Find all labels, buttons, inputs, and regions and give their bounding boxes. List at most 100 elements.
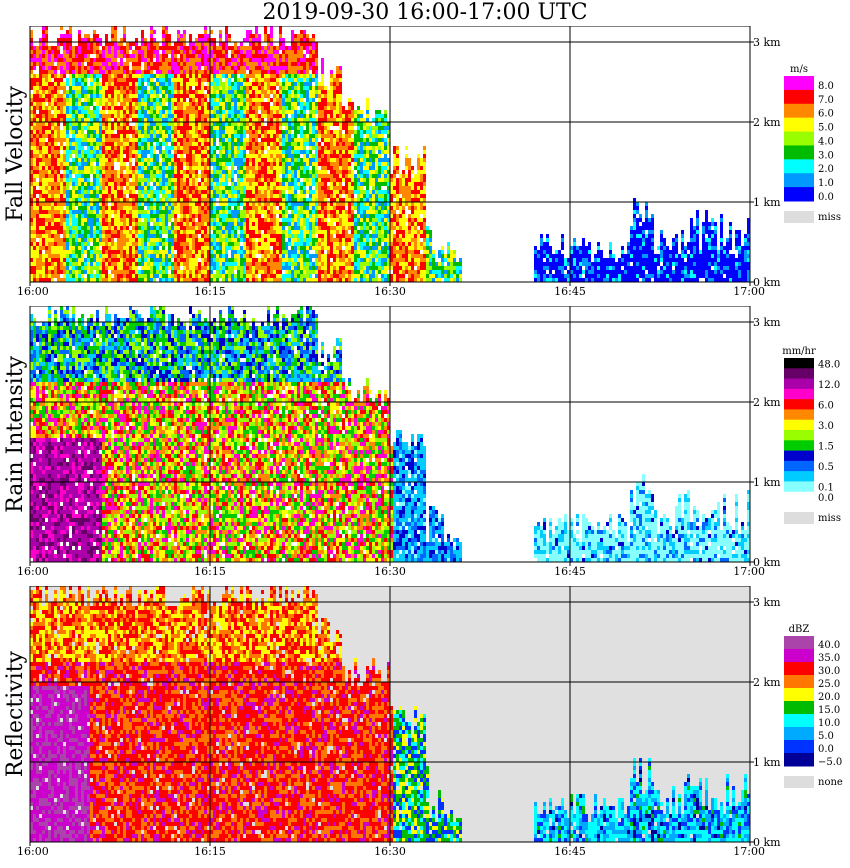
data-cell	[45, 174, 48, 178]
data-cell	[249, 206, 252, 210]
data-cell	[150, 134, 153, 138]
data-cell	[141, 118, 144, 122]
data-cell	[90, 78, 93, 82]
data-cell	[144, 146, 147, 150]
data-cell	[246, 114, 249, 118]
data-cell	[201, 230, 204, 234]
data-cell	[180, 106, 183, 110]
data-cell	[162, 50, 165, 54]
data-cell	[111, 78, 114, 82]
data-cell	[210, 114, 213, 118]
data-cell	[249, 274, 252, 278]
data-cell	[96, 238, 99, 242]
data-cell	[54, 134, 57, 138]
data-cell	[36, 46, 39, 50]
data-cell	[264, 222, 267, 226]
data-cell	[237, 210, 240, 214]
data-cell	[141, 114, 144, 118]
data-cell	[246, 162, 249, 166]
data-cell	[111, 74, 114, 78]
data-cell	[213, 90, 216, 94]
data-cell	[276, 138, 279, 142]
data-cell	[105, 222, 108, 226]
data-cell	[141, 146, 144, 150]
data-cell	[129, 234, 132, 238]
data-cell	[219, 162, 222, 166]
data-cell	[36, 162, 39, 166]
data-cell	[90, 258, 93, 262]
data-cell	[144, 110, 147, 114]
data-cell	[267, 162, 270, 166]
data-cell	[96, 122, 99, 126]
data-cell	[120, 122, 123, 126]
data-cell	[81, 226, 84, 230]
data-cell	[186, 74, 189, 78]
data-cell	[90, 126, 93, 130]
data-cell	[261, 210, 264, 214]
data-cell	[147, 122, 150, 126]
data-cell	[249, 90, 252, 94]
data-cell	[186, 146, 189, 150]
data-cell	[234, 90, 237, 94]
data-cell	[141, 190, 144, 194]
data-cell	[273, 126, 276, 130]
data-cell	[141, 30, 144, 34]
data-cell	[219, 246, 222, 250]
data-cell	[255, 170, 258, 174]
data-cell	[60, 114, 63, 118]
data-cell	[177, 202, 180, 206]
data-cell	[138, 86, 141, 90]
data-cell	[117, 226, 120, 230]
data-cell	[249, 142, 252, 146]
data-cell	[228, 102, 231, 106]
data-cell	[66, 202, 69, 206]
data-cell	[90, 230, 93, 234]
data-cell	[111, 238, 114, 242]
data-cell	[33, 222, 36, 226]
data-cell	[150, 150, 153, 154]
data-cell	[102, 150, 105, 154]
data-cell	[90, 158, 93, 162]
data-cell	[159, 126, 162, 130]
data-cell	[126, 230, 129, 234]
data-cell	[48, 238, 51, 242]
data-cell	[174, 102, 177, 106]
data-cell	[30, 198, 33, 202]
data-cell	[108, 82, 111, 86]
data-cell	[84, 150, 87, 154]
data-cell	[129, 46, 132, 50]
data-cell	[216, 106, 219, 110]
data-cell	[231, 174, 234, 178]
data-cell	[93, 62, 96, 66]
data-cell	[42, 186, 45, 190]
data-cell	[249, 86, 252, 90]
data-cell	[138, 102, 141, 106]
data-cell	[102, 82, 105, 86]
data-cell	[273, 274, 276, 278]
data-cell	[282, 258, 285, 262]
data-cell	[66, 110, 69, 114]
data-cell	[72, 230, 75, 234]
data-cell	[186, 230, 189, 234]
data-cell	[255, 274, 258, 278]
data-cell	[189, 230, 192, 234]
data-cell	[189, 110, 192, 114]
data-cell	[45, 238, 48, 242]
data-cell	[231, 202, 234, 206]
data-cell	[210, 222, 213, 226]
data-cell	[189, 222, 192, 226]
data-cell	[255, 102, 258, 106]
data-cell	[114, 94, 117, 98]
data-cell	[84, 138, 87, 142]
data-cell	[270, 162, 273, 166]
data-cell	[198, 134, 201, 138]
data-cell	[186, 258, 189, 262]
data-cell	[81, 174, 84, 178]
data-cell	[207, 194, 210, 198]
data-cell	[198, 142, 201, 146]
data-cell	[141, 154, 144, 158]
data-cell	[168, 110, 171, 114]
data-cell	[153, 166, 156, 170]
data-cell	[135, 102, 138, 106]
data-cell	[54, 226, 57, 230]
